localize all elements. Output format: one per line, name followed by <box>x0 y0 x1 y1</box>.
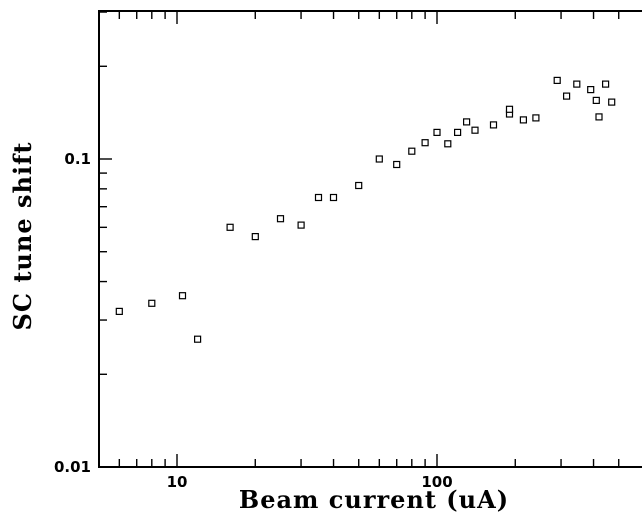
data-point <box>314 193 323 202</box>
data-point <box>115 307 123 315</box>
data-point <box>408 147 416 155</box>
axis-ticks <box>98 11 620 468</box>
x-axis-title: Beam current (uA) <box>239 485 509 512</box>
data-point <box>553 76 561 85</box>
data-point <box>375 155 383 163</box>
data-point <box>297 221 305 229</box>
data-point <box>393 160 401 169</box>
y-tick-label-0-1: 0.1 <box>64 150 91 168</box>
data-point <box>226 223 234 231</box>
data-point <box>463 118 471 126</box>
data-point <box>421 139 429 147</box>
data-point <box>532 114 540 122</box>
data-point <box>587 85 595 94</box>
data-point <box>608 98 616 106</box>
x-tick-label-100: 100 <box>421 473 452 491</box>
data-point <box>454 128 462 136</box>
data-point <box>178 292 187 300</box>
data-point <box>194 335 202 343</box>
data-point <box>562 92 571 100</box>
data-point <box>329 193 338 202</box>
data-point <box>355 181 363 190</box>
data-point <box>251 233 259 241</box>
data-point <box>601 80 610 88</box>
data-point <box>505 105 514 113</box>
data-point <box>148 299 156 307</box>
data-point <box>573 80 581 88</box>
x-tick-label-10: 10 <box>167 473 188 491</box>
y-tick-label-0-01: 0.01 <box>54 458 91 476</box>
data-points <box>115 76 616 343</box>
data-point <box>276 215 285 223</box>
data-point <box>595 113 603 121</box>
y-axis-title: SC tune shift <box>8 142 37 331</box>
data-point <box>444 140 452 148</box>
data-point <box>471 126 479 134</box>
data-point <box>592 96 600 105</box>
data-point <box>433 128 441 136</box>
data-point <box>519 116 528 124</box>
data-point <box>489 121 498 129</box>
